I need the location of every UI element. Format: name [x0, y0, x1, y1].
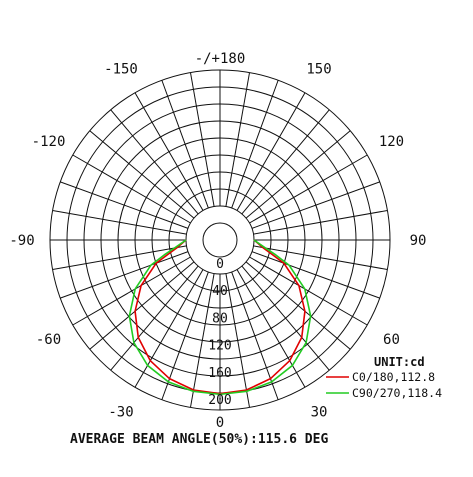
grid-spoke [110, 109, 199, 215]
grid-spoke [225, 273, 251, 408]
grid-spoke [241, 109, 330, 215]
legend-entry: C90/270,118.4 [352, 386, 442, 400]
series-layer [128, 239, 312, 396]
radial-tick-label: 120 [208, 339, 231, 354]
grid-spoke [236, 92, 306, 211]
radial-tick-label: 200 [208, 393, 231, 408]
grid-spoke [189, 273, 215, 408]
grid-spoke [134, 269, 204, 388]
grid-spoke [89, 261, 195, 350]
grid-spoke [251, 251, 380, 299]
grid-spoke [231, 271, 279, 400]
angle-label: 30 [311, 404, 328, 420]
angle-label: -90 [9, 233, 34, 249]
grid-spoke [253, 245, 388, 271]
grid-spoke [52, 245, 187, 271]
angle-label: 150 [306, 62, 331, 78]
angle-label: 120 [379, 134, 404, 150]
series-curve [128, 239, 312, 396]
radial-tick-label: 40 [212, 284, 228, 299]
unit-label: UNIT:cd [374, 355, 425, 369]
grid-spoke [245, 261, 351, 350]
radial-tick-label: 0 [216, 257, 224, 272]
angle-label: -30 [108, 404, 133, 420]
grid-spoke [249, 256, 368, 326]
grid-spoke [161, 80, 209, 209]
grid-spoke [89, 130, 195, 219]
angle-label: 60 [383, 332, 400, 348]
angle-label: 0 [216, 415, 224, 431]
grid-spoke [110, 265, 199, 371]
angle-label: 90 [410, 233, 427, 249]
grid-spoke [225, 72, 251, 207]
grid-spoke [72, 154, 191, 224]
grid-spoke [134, 92, 204, 211]
grid-spoke [236, 269, 306, 388]
angle-label: -60 [36, 332, 61, 348]
angle-label: -120 [32, 134, 66, 150]
legend-entry: C0/180,112.8 [352, 370, 435, 384]
angle-label: -150 [104, 62, 138, 78]
radial-tick-label: 160 [208, 366, 231, 381]
grid-spoke [60, 181, 189, 229]
grid-spoke [245, 130, 351, 219]
chart-title: AVERAGE BEAM ANGLE(50%):115.6 DEG [70, 432, 328, 447]
grid-spoke [161, 271, 209, 400]
angle-labels: -/+180 -150 150 -120 120 -90 90 -60 60 -30 30 0 [9, 51, 426, 431]
grid-ring [202, 222, 238, 258]
grid-spoke [241, 265, 330, 371]
grid-spoke [189, 72, 215, 207]
angle-label: -/+180 [195, 51, 246, 67]
grid-spoke [60, 251, 189, 299]
grid-spoke [249, 154, 368, 224]
radial-tick-label: 80 [212, 311, 228, 326]
grid-spoke [231, 80, 279, 209]
grid-spoke [253, 209, 388, 235]
radial-tick-labels: 0 40 80 120 160 200 [208, 257, 231, 408]
grid-spoke [72, 256, 191, 326]
grid-spoke [52, 209, 187, 235]
grid-spoke [251, 181, 380, 229]
grid-spokes [50, 70, 390, 410]
